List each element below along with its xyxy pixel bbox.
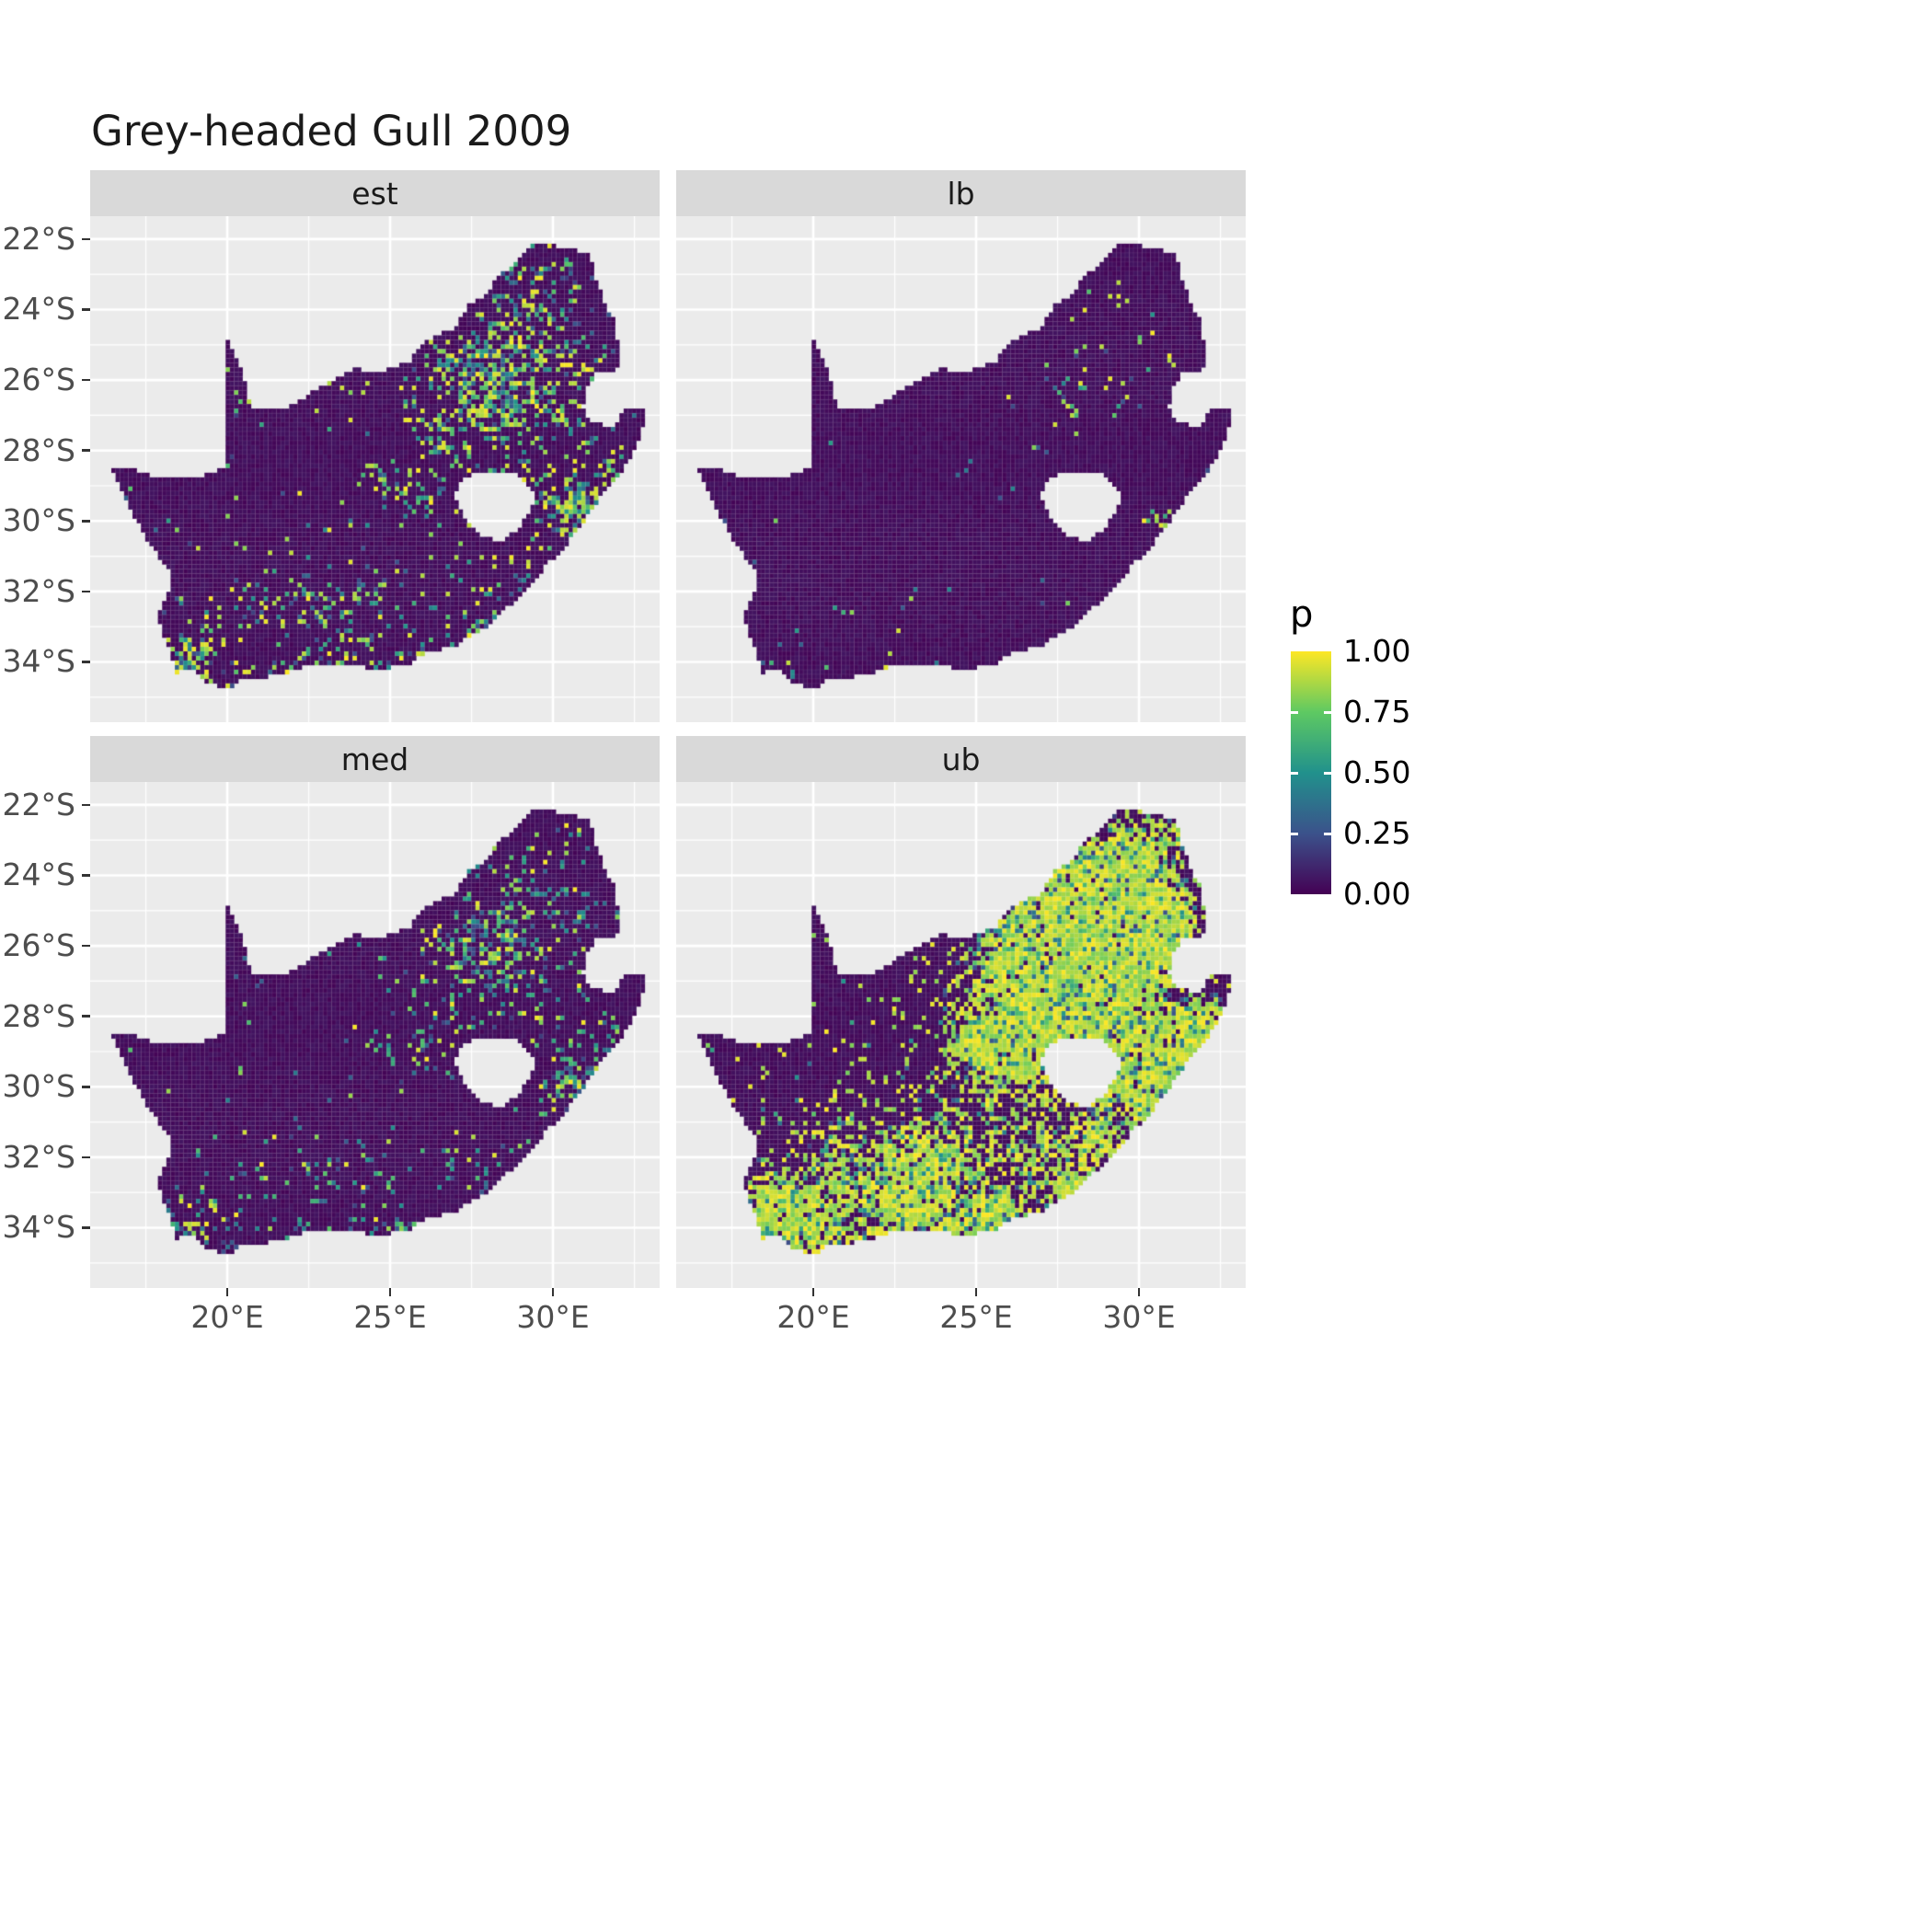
y-axis-tick-mark (82, 590, 90, 593)
x-axis-tick-mark (388, 1288, 392, 1296)
map-panel-lb (676, 216, 1246, 722)
y-axis-tick-mark (82, 237, 90, 241)
y-axis-tick-mark (82, 874, 90, 877)
y-axis-tick-label: 26°S (2, 927, 75, 964)
y-axis-tick-label: 28°S (2, 431, 75, 468)
x-axis-tick-mark (811, 1288, 815, 1296)
x-axis-tick-label: 25°E (939, 1299, 1013, 1335)
y-axis-tick-label: 28°S (2, 997, 75, 1034)
colorbar-tick-mark (1291, 771, 1298, 775)
x-axis-tick-label: 20°E (776, 1299, 850, 1335)
x-axis-tick-mark (974, 1288, 978, 1296)
y-axis-tick-mark (82, 308, 90, 311)
legend-title: p (1290, 593, 1314, 636)
plot-title: Grey-headed Gull 2009 (91, 107, 572, 155)
facet-strip-lb: lb (676, 170, 1246, 216)
y-axis-tick-mark (82, 661, 90, 663)
y-axis-tick-mark (82, 1085, 90, 1088)
legend-tick-label: 1.00 (1343, 633, 1411, 669)
facet-strip-label: med (340, 741, 409, 777)
x-axis-tick-mark (1137, 1288, 1141, 1296)
x-axis-tick-label: 25°E (353, 1299, 427, 1335)
y-axis-tick-mark (82, 944, 90, 948)
facet-strip-med: med (90, 736, 660, 782)
colorbar-tick-mark (1324, 832, 1331, 835)
y-axis-tick-mark (82, 449, 90, 452)
facet-strip-label: ub (941, 741, 981, 777)
x-axis-tick-label: 20°E (190, 1299, 264, 1335)
facet-strip-ub: ub (676, 736, 1246, 782)
x-axis-tick-mark (225, 1288, 229, 1296)
y-axis-tick-label: 22°S (2, 786, 75, 822)
y-axis-tick-label: 32°S (2, 1138, 75, 1175)
facet-est: est (90, 170, 660, 722)
colorbar-tick-mark (1324, 771, 1331, 775)
map-panel-med (90, 782, 660, 1288)
y-axis-tick-mark (82, 1226, 90, 1229)
facet-strip-label: est (351, 175, 398, 212)
y-axis-tick-mark (82, 803, 90, 807)
y-axis-tick-label: 26°S (2, 362, 75, 398)
y-axis-tick-label: 24°S (2, 857, 75, 893)
facet-ub: ub (676, 736, 1246, 1288)
map-panel-est (90, 216, 660, 722)
y-axis-tick-label: 24°S (2, 291, 75, 328)
legend-tick-label: 0.00 (1343, 876, 1411, 912)
y-axis-tick-label: 30°S (2, 502, 75, 539)
y-axis-tick-label: 32°S (2, 572, 75, 609)
colorbar-tick-mark (1324, 710, 1331, 714)
y-axis-tick-mark (82, 378, 90, 382)
y-axis-tick-label: 22°S (2, 220, 75, 257)
x-axis-tick-mark (551, 1288, 555, 1296)
y-axis-tick-label: 34°S (2, 1209, 75, 1246)
y-axis-tick-label: 30°S (2, 1068, 75, 1105)
x-axis-tick-label: 30°E (1102, 1299, 1176, 1335)
facet-med: med (90, 736, 660, 1288)
facet-lb: lb (676, 170, 1246, 722)
colorbar-tick-mark (1291, 710, 1298, 714)
facet-strip-label: lb (947, 175, 975, 212)
facet-strip-est: est (90, 170, 660, 216)
legend-tick-label: 0.50 (1343, 754, 1411, 790)
y-axis-tick-mark (82, 1015, 90, 1018)
y-axis-tick-label: 34°S (2, 643, 75, 680)
legend-tick-label: 0.25 (1343, 815, 1411, 851)
y-axis-tick-mark (82, 1156, 90, 1159)
y-axis-tick-mark (82, 519, 90, 523)
x-axis-tick-label: 30°E (516, 1299, 590, 1335)
colorbar-tick-mark (1291, 832, 1298, 835)
map-panel-ub (676, 782, 1246, 1288)
legend-tick-label: 0.75 (1343, 694, 1411, 730)
